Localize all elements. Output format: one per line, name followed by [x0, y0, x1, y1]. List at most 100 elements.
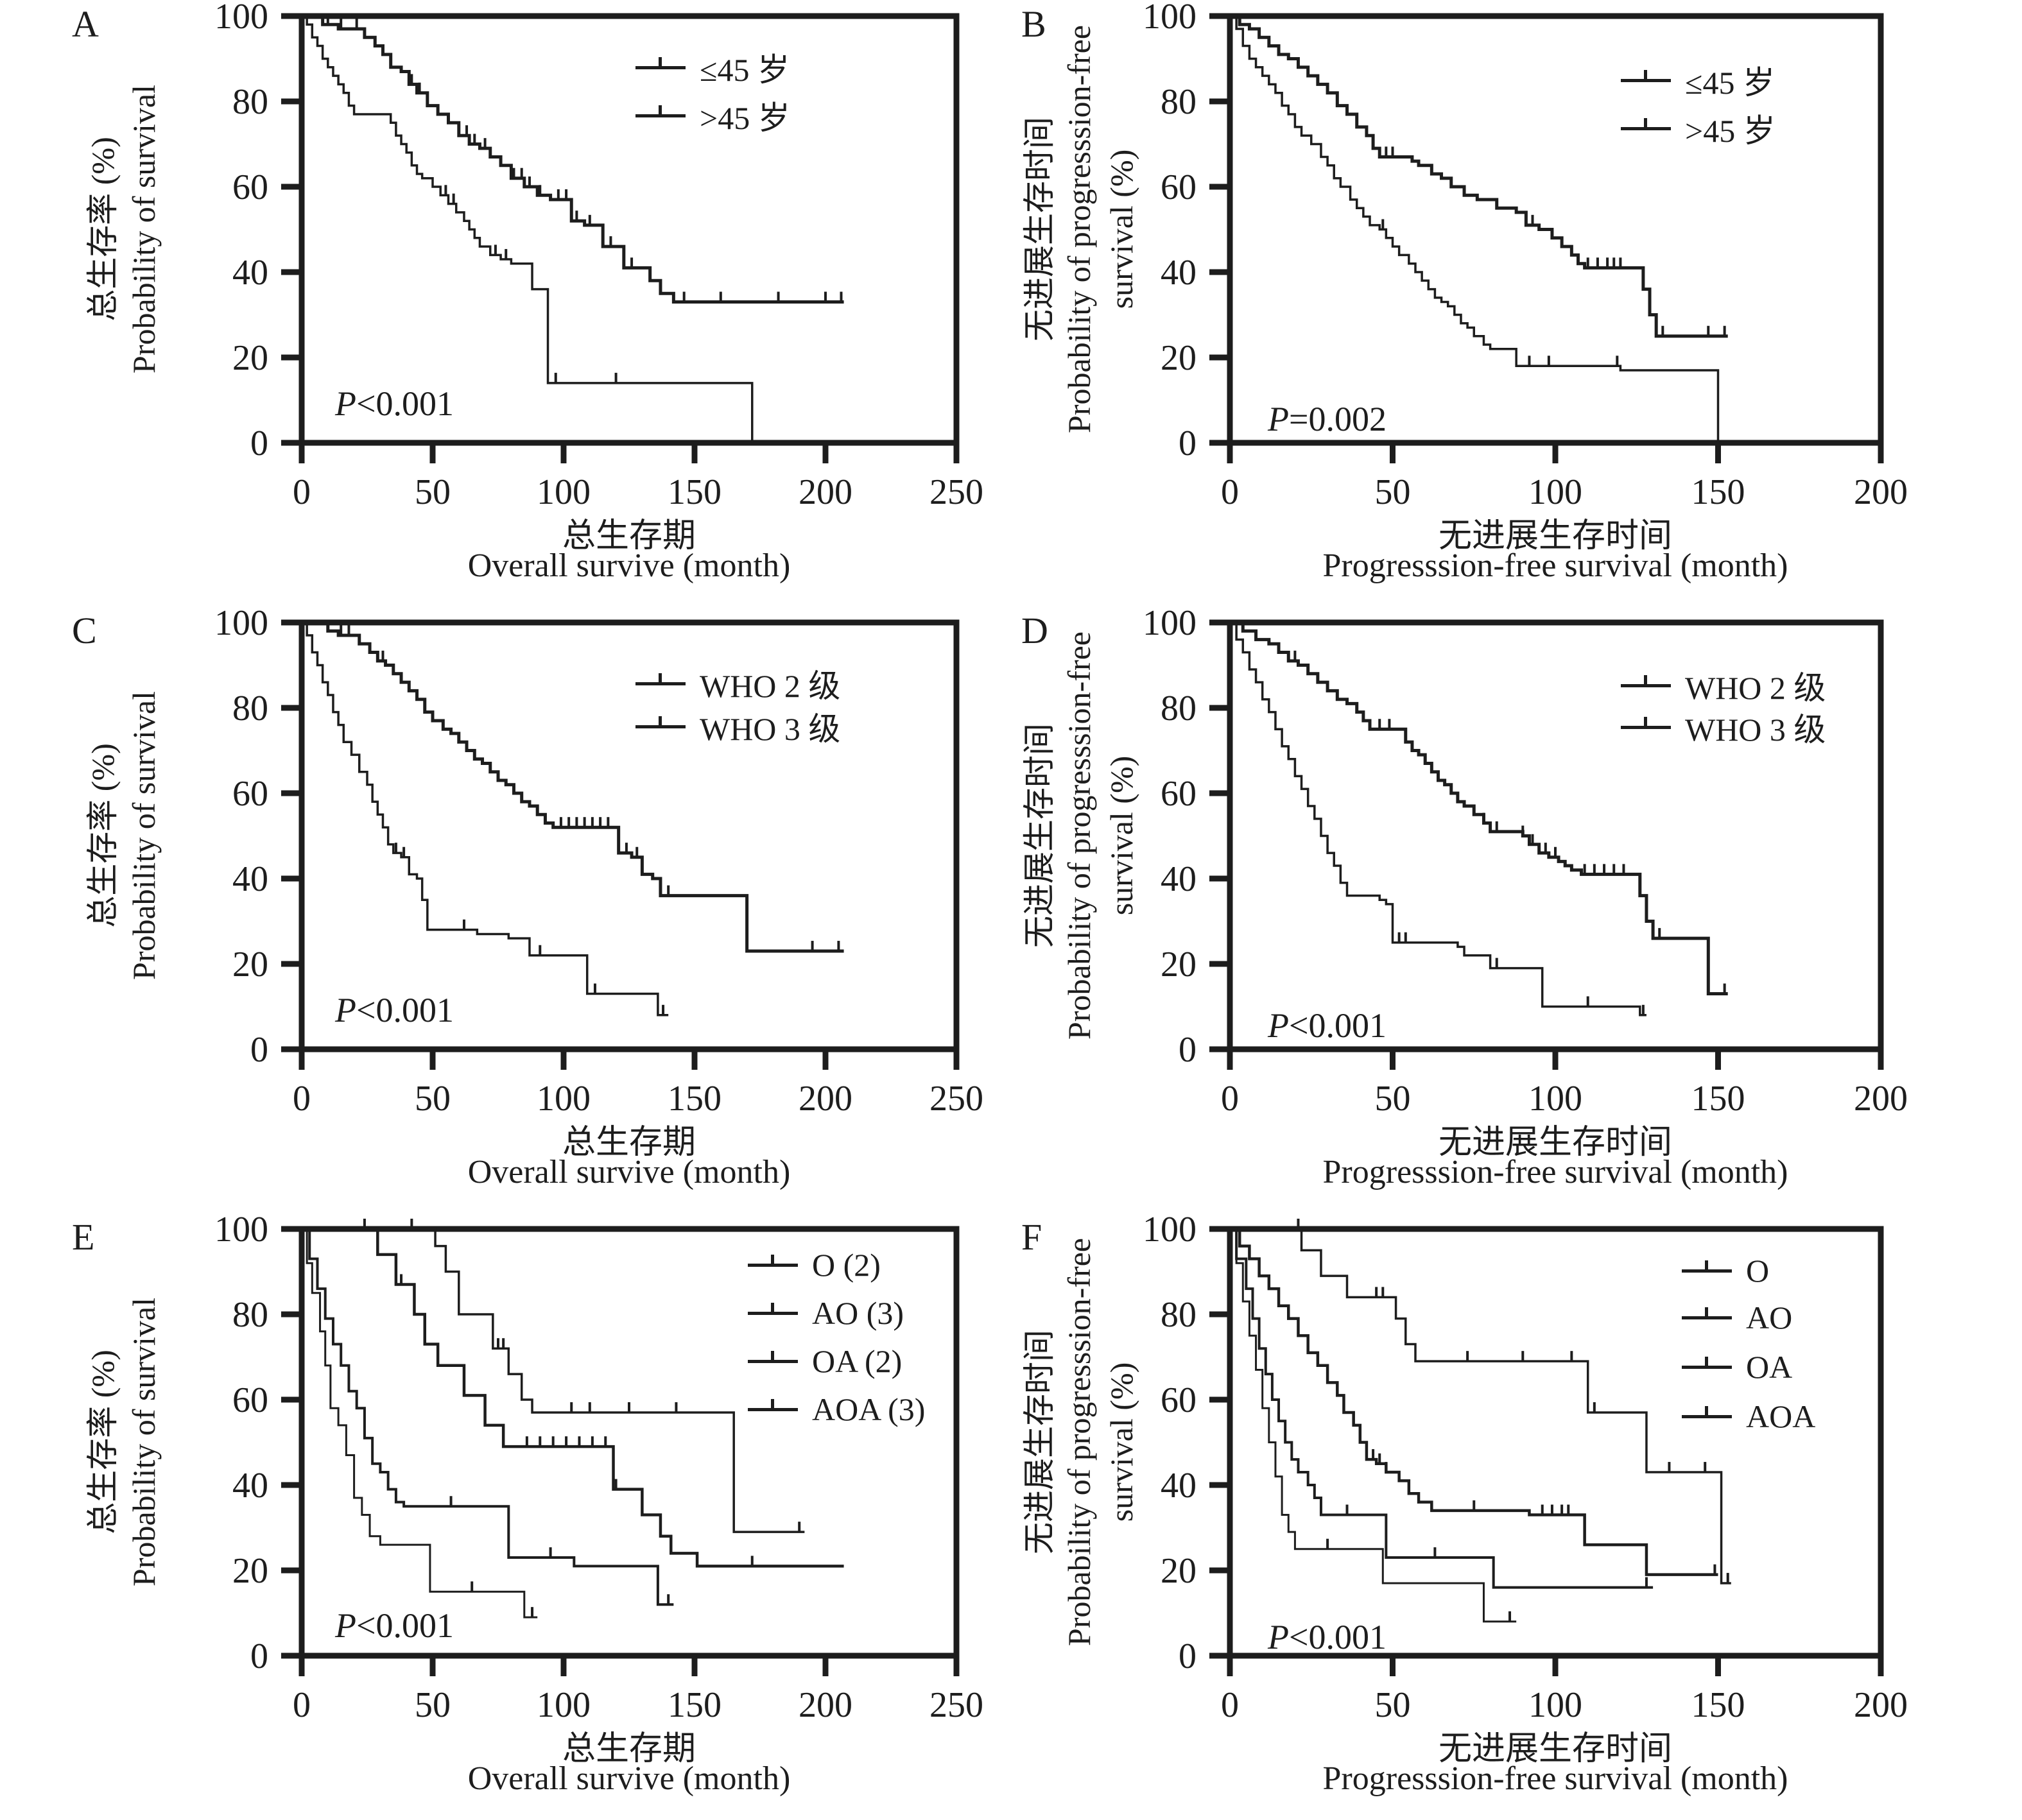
- svg-text:80: 80: [232, 82, 268, 122]
- x-axis-label-zh: 总生存期: [562, 1124, 696, 1161]
- p-value: P<0.001: [335, 384, 454, 424]
- panel-E: E 总生存率 (%) Probability of survival 0 50 10…: [0, 1213, 1011, 1819]
- svg-text:150: 150: [668, 472, 722, 512]
- svg-text:100: 100: [1143, 0, 1197, 37]
- svg-text:60: 60: [232, 167, 268, 207]
- x-axis-label-en: Progresssion-free survival (month): [1322, 1154, 1788, 1190]
- legend-label: WHO 3 级: [700, 711, 841, 747]
- km-censor-marker-icon: [1621, 716, 1671, 729]
- km-censor-marker-icon: [1621, 69, 1671, 82]
- km-plot: 0 50 100 150 200 250 0 20 40 60 80 100: [214, 0, 983, 512]
- svg-text:50: 50: [1375, 472, 1411, 512]
- svg-text:100: 100: [1143, 1213, 1197, 1249]
- svg-text:150: 150: [668, 1685, 722, 1725]
- svg-text:0: 0: [250, 424, 268, 463]
- x-axis-label-zh: 无进展生存时间: [1438, 1124, 1672, 1161]
- svg-text:100: 100: [537, 472, 591, 512]
- legend-label: AO: [1746, 1300, 1793, 1335]
- svg-text:40: 40: [1161, 859, 1197, 899]
- legend-item: >45 岁: [635, 96, 790, 136]
- svg-text:100: 100: [1528, 1685, 1582, 1725]
- svg-text:0: 0: [250, 1636, 268, 1676]
- legend-item: WHO 3 级: [1621, 708, 1826, 748]
- legend-label: ≤45 岁: [700, 52, 790, 88]
- x-axis-label-zh: 总生存期: [562, 1731, 696, 1767]
- svg-text:0: 0: [250, 1030, 268, 1070]
- p-value: P<0.001: [335, 1606, 454, 1645]
- legend-item: AO (3): [748, 1294, 904, 1332]
- svg-text:40: 40: [232, 859, 268, 899]
- svg-text:60: 60: [1161, 774, 1197, 814]
- svg-text:200: 200: [1854, 1685, 1908, 1725]
- p-symbol: P: [1268, 400, 1289, 438]
- legend-label: O: [1746, 1253, 1770, 1289]
- panel-letter: B: [1021, 3, 1046, 45]
- legend-label: WHO 2 级: [1685, 670, 1826, 706]
- p-symbol: P: [335, 1606, 356, 1645]
- legend-label: AO (3): [812, 1295, 904, 1331]
- legend-item: OA: [1682, 1348, 1792, 1386]
- svg-text:0: 0: [293, 1685, 311, 1725]
- km-censor-marker-icon: [635, 716, 686, 728]
- km-censor-marker-icon: [1621, 117, 1671, 130]
- svg-text:200: 200: [1854, 472, 1908, 512]
- svg-text:0: 0: [1221, 1079, 1239, 1119]
- svg-text:200: 200: [799, 472, 852, 512]
- p-symbol: P: [335, 384, 356, 423]
- panel-B: B 无进展生存时间 Probability of progresssion-fr…: [1011, 0, 2022, 606]
- svg-text:50: 50: [415, 1079, 451, 1119]
- legend-item: >45 岁: [1621, 109, 1776, 149]
- legend-item: O (2): [748, 1246, 881, 1284]
- p-number: <0.001: [1289, 1618, 1387, 1656]
- legend-item: AOA (3): [748, 1390, 925, 1429]
- svg-text:20: 20: [232, 1551, 268, 1591]
- legend-label: OA: [1746, 1349, 1793, 1385]
- svg-text:80: 80: [232, 689, 268, 728]
- legend-label: ≤45 岁: [1685, 65, 1775, 101]
- panel-letter: F: [1021, 1216, 1042, 1258]
- svg-text:80: 80: [1161, 82, 1197, 122]
- svg-text:100: 100: [537, 1079, 591, 1119]
- svg-text:0: 0: [1179, 1636, 1197, 1676]
- x-axis-label-zh: 总生存期: [562, 518, 696, 554]
- p-value: P<0.001: [335, 990, 454, 1030]
- panel-C: C 总生存率 (%) Probability of survival 0 50 10…: [0, 606, 1011, 1213]
- km-plot: 0 50 100 150 200 0 20 40 60 80 100: [1143, 1213, 1908, 1725]
- panel-F: F 无进展生存时间 Probability of progresssion-fr…: [1011, 1213, 2022, 1819]
- svg-text:40: 40: [232, 253, 268, 293]
- x-axis-label-zh: 无进展生存时间: [1438, 518, 1672, 554]
- svg-text:0: 0: [1179, 1030, 1197, 1070]
- svg-text:150: 150: [1691, 1685, 1745, 1725]
- km-censor-marker-icon: [635, 673, 686, 685]
- p-number: <0.001: [356, 1606, 454, 1645]
- svg-text:80: 80: [232, 1295, 268, 1335]
- p-symbol: P: [1268, 1618, 1289, 1656]
- svg-text:100: 100: [1528, 472, 1582, 512]
- km-censor-marker-icon: [1682, 1260, 1732, 1273]
- panel-letter: E: [72, 1216, 95, 1258]
- legend-label: O (2): [812, 1247, 881, 1283]
- svg-text:250: 250: [929, 1079, 983, 1119]
- svg-text:200: 200: [1854, 1079, 1908, 1119]
- svg-text:100: 100: [1143, 606, 1197, 643]
- km-censor-marker-icon: [748, 1398, 798, 1411]
- p-symbol: P: [1268, 1006, 1289, 1045]
- km-censor-marker-icon: [1682, 1405, 1732, 1418]
- panel-letter: A: [72, 3, 99, 45]
- svg-text:100: 100: [214, 1213, 268, 1249]
- legend-item: ≤45 岁: [635, 48, 790, 88]
- svg-text:100: 100: [214, 0, 268, 37]
- p-number: <0.001: [1289, 1006, 1387, 1045]
- x-axis-label-zh: 无进展生存时间: [1438, 1731, 1672, 1767]
- svg-text:200: 200: [799, 1079, 852, 1119]
- svg-text:20: 20: [232, 338, 268, 378]
- svg-text:40: 40: [1161, 1466, 1197, 1506]
- svg-text:50: 50: [415, 472, 451, 512]
- km-censor-marker-icon: [1621, 674, 1671, 687]
- legend-item: WHO 3 级: [635, 707, 840, 747]
- km-plot: 0 50 100 150 200 250 0 20 40 60 80 100: [214, 1213, 983, 1725]
- svg-text:20: 20: [232, 945, 268, 984]
- km-censor-marker-icon: [635, 56, 686, 69]
- x-axis-label-en: Progresssion-free survival (month): [1322, 1760, 1788, 1797]
- svg-text:20: 20: [1161, 945, 1197, 984]
